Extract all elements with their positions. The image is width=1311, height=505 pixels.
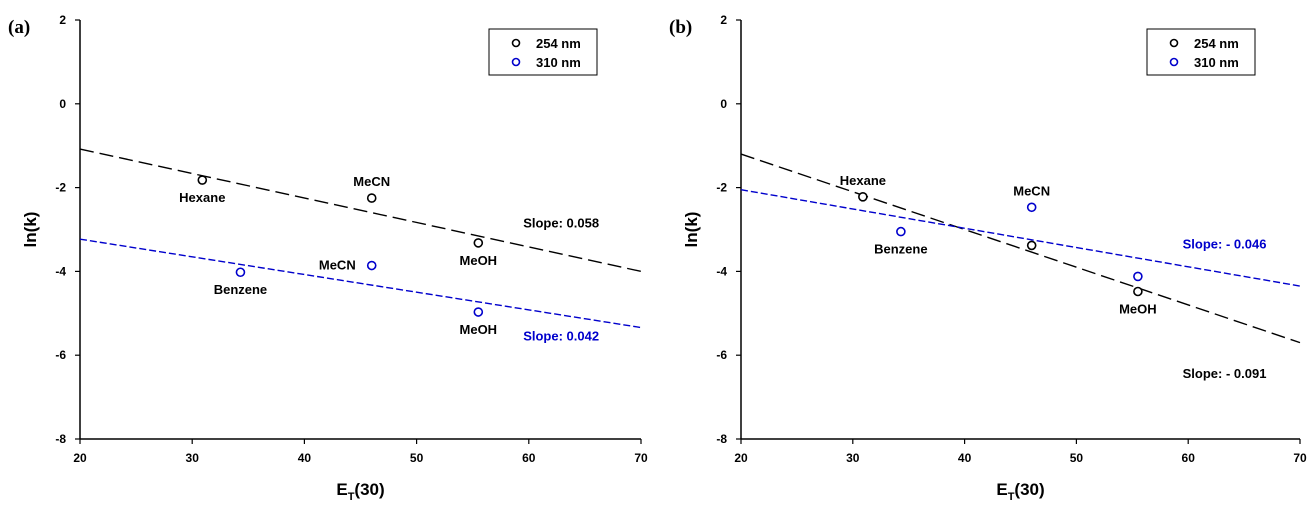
panel-b-y-tick-label: 2: [720, 13, 727, 27]
panel-b-series-2-point-label: MeCN: [1013, 183, 1050, 198]
panel-b-y-tick-label: -8: [716, 432, 727, 446]
panel-a-series-1-point: [197, 175, 208, 185]
panel-b-x-tick-label: 70: [1293, 451, 1307, 465]
panel-a-y-axis-title: ln(k): [21, 212, 40, 248]
panel-a-y-tick-label: -6: [55, 348, 66, 362]
panel-a-series-2-point-label: Benzene: [214, 282, 267, 297]
panel-a-series-2-slope-label: Slope: 0.042: [523, 329, 599, 344]
panel-a-series-2-fit-line: [79, 238, 642, 329]
panel-b-label: (b): [669, 17, 692, 38]
panel-a-y-tick-label: -2: [55, 181, 66, 195]
panel-a-legend-marker: [511, 57, 521, 67]
panel-b-y-tick-label: -4: [716, 264, 727, 278]
panel-b-x-tick-label: 30: [846, 451, 860, 465]
panel-a-series-1-point: [473, 238, 484, 248]
panel-a-y-tick-label: 2: [59, 13, 66, 27]
panel-b-series-2-fit-line: [740, 189, 1301, 287]
panel-a-x-tick-label: 20: [73, 451, 87, 465]
panel-a-y-tick-label: 0: [59, 97, 66, 111]
panel-a-series-1-point-label: Hexane: [179, 190, 225, 205]
panel-b-series-2-slope-label: Slope: - 0.046: [1183, 236, 1267, 251]
panel-a-series-2-point-label: MeCN: [319, 258, 356, 273]
panel-a-legend: [488, 28, 598, 76]
panel-b-x-tick-label: 50: [1070, 451, 1084, 465]
panel-b-legend-entry: 254 nm: [1194, 36, 1239, 51]
panel-b-legend-marker: [1169, 38, 1179, 48]
panel-a-series-1-point-label: MeOH: [460, 253, 498, 268]
panel-b-legend-marker: [1169, 57, 1179, 67]
panel-b-legend: [1146, 28, 1256, 76]
panel-b-series-2-point-label: Benzene: [874, 242, 927, 257]
panel-a-x-axis-title: ET(30): [336, 480, 384, 503]
panel-b-y-axis-title: ln(k): [682, 212, 701, 248]
panel-b-x-tick-label: 40: [958, 451, 972, 465]
panel-a-series-1-slope-label: Slope: 0.058: [523, 215, 599, 230]
panel-a-series-2-point: [235, 267, 246, 278]
panel-b-series-1-point: [858, 192, 868, 202]
panel-b-y-tick-label: -6: [716, 348, 727, 362]
panel-a-legend-entry: 310 nm: [536, 55, 581, 70]
panel-b-x-tick-label: 20: [734, 451, 748, 465]
panel-a-y-tick-label: -8: [55, 432, 66, 446]
panel-a-x-tick-label: 30: [186, 451, 200, 465]
panel-a-legend-marker: [511, 38, 521, 48]
panel-b-series-1-point-label: MeOH: [1119, 302, 1157, 317]
panel-a-x-tick-label: 60: [522, 451, 536, 465]
panel-b-x-tick-label: 60: [1182, 451, 1196, 465]
panel-b-y-tick-label: 0: [720, 97, 727, 111]
panel-a-series-2-point-label: MeOH: [460, 322, 498, 337]
panel-a-series-1-point-label: MeCN: [353, 174, 390, 189]
panel-b-series-1-point-label: Hexane: [840, 173, 886, 188]
panel-b-series-2-point: [1026, 202, 1037, 213]
panel-a-label: (a): [8, 17, 30, 38]
panel-b-series-1-point: [1026, 240, 1037, 251]
panel-b-series-2-point: [896, 226, 906, 237]
panel-a-series-2-point: [473, 307, 484, 317]
panel-a-series-1-point: [366, 193, 377, 203]
panel-a-series-2-point: [366, 260, 377, 271]
panel-b-x-axis-title: ET(30): [996, 480, 1044, 503]
panel-a-x-tick-label: 40: [298, 451, 312, 465]
panel-b-y-tick-label: -2: [716, 181, 727, 195]
panel-b-series-1-point: [1133, 286, 1143, 297]
panel-a-series-1-fit-line: [79, 148, 642, 273]
panel-a-y-tick-label: -4: [55, 264, 66, 278]
panel-b-legend-entry: 310 nm: [1194, 55, 1239, 70]
panel-a-x-tick-label: 50: [410, 451, 424, 465]
panel-b-series-1-slope-label: Slope: - 0.091: [1183, 366, 1267, 381]
panel-a-x-tick-label: 70: [634, 451, 648, 465]
panel-b-series-2-point: [1133, 271, 1143, 282]
panel-b-series-1-fit-line: [740, 153, 1301, 344]
panel-a-legend-entry: 254 nm: [536, 36, 581, 51]
